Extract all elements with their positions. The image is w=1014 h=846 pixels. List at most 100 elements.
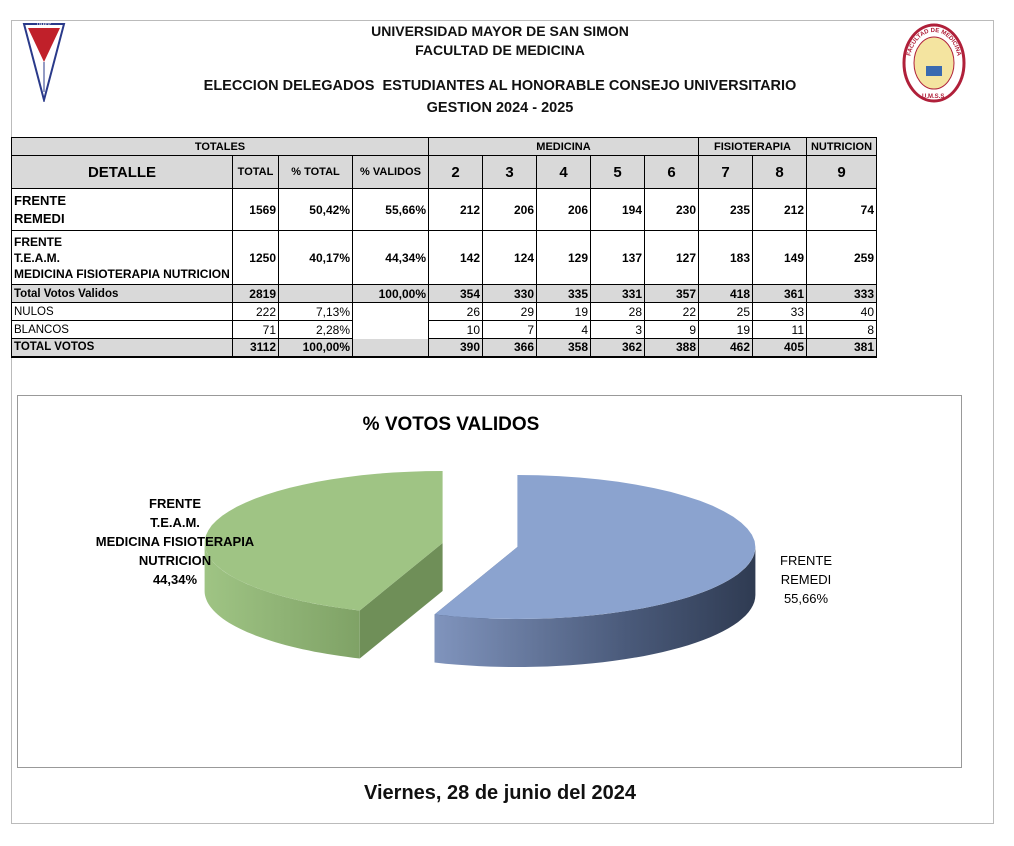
column-header: % VALIDOS xyxy=(352,155,429,189)
table-row: BLANCOS 71 2,28% 10 7 4 3 9 19 11 8 xyxy=(11,320,877,339)
row-label-line: BLANCOS xyxy=(14,323,69,336)
cell: 100,00% xyxy=(352,284,429,303)
cell: 71 xyxy=(232,320,279,339)
blank-cell xyxy=(352,338,429,358)
cell: 358 xyxy=(536,338,591,358)
column-header: 8 xyxy=(752,155,807,189)
row-label: FRENTE T.E.A.M. MEDICINA FISIOTERAPIA NUTR… xyxy=(11,230,233,285)
blank-cell xyxy=(352,302,429,321)
cell: 462 xyxy=(698,338,753,358)
cell: 11 xyxy=(752,320,807,339)
cell: 26 xyxy=(428,302,483,321)
cell: 212 xyxy=(752,188,807,231)
chart-title: % VOTOS VALIDOS xyxy=(363,414,540,435)
page-frame xyxy=(11,20,994,824)
row-label: Total Votos Validos xyxy=(11,284,233,303)
cell: 206 xyxy=(482,188,537,231)
slice-value-label: 55,66% xyxy=(784,591,829,606)
column-header: 7 xyxy=(698,155,753,189)
row-label-line: FRENTE xyxy=(14,192,66,208)
cell: 100,00% xyxy=(278,338,353,358)
cell: 127 xyxy=(644,230,699,285)
cell: 55,66% xyxy=(352,188,429,231)
slice-label: REMEDI xyxy=(781,572,832,587)
results-table: TOTALES MEDICINA FISIOTERAPIA NUTRICION DETA… xyxy=(11,137,877,358)
pie-slice xyxy=(204,471,443,611)
row-label-line: FRENTE xyxy=(14,234,62,249)
cell: 1250 xyxy=(232,230,279,285)
group-row: TOTALES MEDICINA FISIOTERAPIA NUTRICION xyxy=(11,137,877,156)
row-label-line: MEDICINA FISIOTERAPIA NUTRICION xyxy=(14,266,230,281)
chart-frame xyxy=(17,395,962,768)
slice-label: FRENTE xyxy=(780,553,832,568)
cell: 129 xyxy=(536,230,591,285)
cell: 183 xyxy=(698,230,753,285)
row-label: TOTAL VOTOS xyxy=(11,338,233,358)
cell: 137 xyxy=(590,230,645,285)
cell: 2819 xyxy=(232,284,279,303)
row-label: FRENTE REMEDI xyxy=(11,188,233,231)
date: Viernes, 28 de junio del 2024 xyxy=(364,782,636,804)
cell: 390 xyxy=(428,338,483,358)
slice-cut-face xyxy=(359,542,443,659)
cell: 212 xyxy=(428,188,483,231)
slice-label: NUTRICION xyxy=(139,553,211,568)
cell: 7 xyxy=(482,320,537,339)
column-header: 4 xyxy=(536,155,591,189)
slice-value-label: 44,34% xyxy=(153,572,198,587)
cell: 142 xyxy=(428,230,483,285)
cell: 333 xyxy=(806,284,877,303)
column-header: 9 xyxy=(806,155,877,189)
logo-left: UMSS xyxy=(22,23,66,102)
cell: 388 xyxy=(644,338,699,358)
cell: 3 xyxy=(590,320,645,339)
cell: 19 xyxy=(536,302,591,321)
blank-cell xyxy=(278,284,353,303)
row-label: NULOS xyxy=(11,302,233,321)
header-row: DETALLE TOTAL% TOTAL% VALIDOS 2 3 4 5 6 7 8 9 xyxy=(11,155,877,189)
column-header: 5 xyxy=(590,155,645,189)
table-row: Total Votos Validos 2819 100,00% 354 330 335 3… xyxy=(11,284,877,303)
group-header: MEDICINA xyxy=(428,137,699,156)
cell: 124 xyxy=(482,230,537,285)
slice-label: T.E.A.M. xyxy=(150,515,200,530)
cell: 33 xyxy=(752,302,807,321)
table-row: FRENTE REMEDI 1569 50,42% 55,66% 212 206 206 194… xyxy=(11,188,877,231)
cell: 50,42% xyxy=(278,188,353,231)
cell: 2,28% xyxy=(278,320,353,339)
cell: 3112 xyxy=(232,338,279,358)
cell: 8 xyxy=(806,320,877,339)
cell: 29 xyxy=(482,302,537,321)
pie-slice xyxy=(434,475,756,619)
cell: 149 xyxy=(752,230,807,285)
cell: 25 xyxy=(698,302,753,321)
slice-label: MEDICINA FISIOTERAPIA xyxy=(96,534,255,549)
cell: 335 xyxy=(536,284,591,303)
cell: 194 xyxy=(590,188,645,231)
cell: 40 xyxy=(806,302,877,321)
cell: 4 xyxy=(536,320,591,339)
faculty: FACULTAD DE MEDICINA xyxy=(415,42,585,58)
column-header: DETALLE xyxy=(11,155,233,189)
blank-cell xyxy=(352,320,429,339)
group-header: FISIOTERAPIA xyxy=(698,137,807,156)
logo-right: FACULTAD DE MEDICINA U.M.S.S. xyxy=(902,23,966,103)
title: ELECCION DELEGADOS ESTUDIANTES AL HONORA… xyxy=(203,78,797,94)
row-label: BLANCOS xyxy=(11,320,233,339)
column-header: 2 xyxy=(428,155,483,189)
cell: 22 xyxy=(644,302,699,321)
row-label-line: Total Votos Validos xyxy=(14,287,119,300)
column-header: 3 xyxy=(482,155,537,189)
cell: 381 xyxy=(806,338,877,358)
chart: % VOTOS VALIDOS FRENTE REMEDI 55,66% FRENTE… xyxy=(96,414,832,667)
cell: 366 xyxy=(482,338,537,358)
cell: 330 xyxy=(482,284,537,303)
logo-bottom-text: U.M.S.S. xyxy=(922,94,946,100)
row-label-line: REMEDI xyxy=(14,210,65,226)
cell: 418 xyxy=(698,284,753,303)
cell: 206 xyxy=(536,188,591,231)
cell: 362 xyxy=(590,338,645,358)
cell: 361 xyxy=(752,284,807,303)
cell: 74 xyxy=(806,188,877,231)
